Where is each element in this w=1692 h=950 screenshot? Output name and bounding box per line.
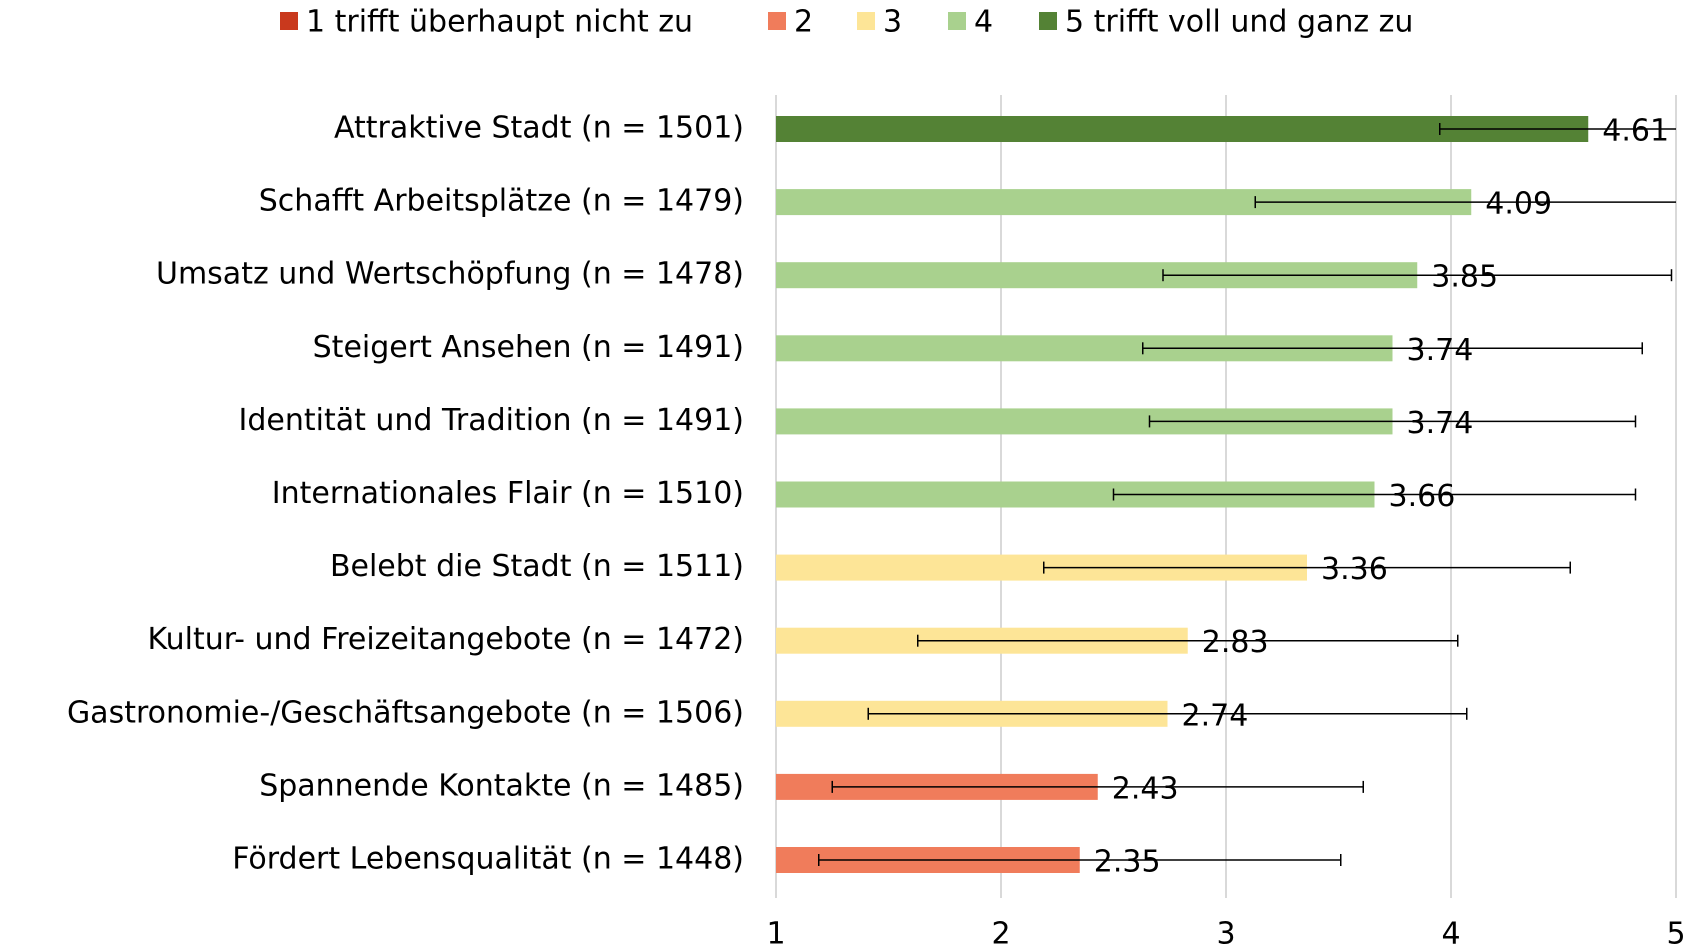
legend-label: 4 [974, 5, 993, 40]
data-label: 4.09 [1485, 187, 1552, 222]
y-tick-label: Kultur- und Freizeitangebote (n = 1472) [147, 622, 744, 657]
data-label: 3.66 [1389, 479, 1456, 514]
legend-label: 2 [794, 5, 813, 40]
legend-swatch [1039, 12, 1057, 30]
legend-swatch [768, 12, 786, 30]
y-tick-label: Fördert Lebensqualität (n = 1448) [232, 842, 744, 877]
data-label: 2.83 [1202, 625, 1269, 660]
data-label: 3.36 [1321, 552, 1388, 587]
legend-label: 5 trifft voll und ganz zu [1065, 5, 1413, 40]
y-tick-label: Umsatz und Wertschöpfung (n = 1478) [156, 257, 744, 292]
data-label: 4.61 [1602, 114, 1669, 149]
legend-swatch [857, 12, 875, 30]
y-tick-label: Internationales Flair (n = 1510) [272, 476, 744, 511]
legend-label: 3 [883, 5, 902, 40]
y-tick-label: Gastronomie-/Geschäftsangebote (n = 1506… [67, 695, 744, 730]
y-tick-label: Identität und Tradition (n = 1491) [238, 403, 744, 438]
data-label: 3.74 [1407, 406, 1474, 441]
y-tick-label: Attraktive Stadt (n = 1501) [334, 111, 744, 146]
legend-swatch [948, 12, 966, 30]
x-tick-label: 2 [991, 917, 1010, 950]
legend-swatch [280, 12, 298, 30]
data-label: 3.85 [1431, 260, 1498, 295]
legend-label: 1 trifft überhaupt nicht zu [306, 5, 693, 40]
y-tick-label: Schafft Arbeitsplätze (n = 1479) [259, 184, 744, 219]
x-tick-label: 5 [1666, 917, 1685, 950]
y-tick-label: Steigert Ansehen (n = 1491) [313, 330, 744, 365]
data-label: 2.43 [1112, 771, 1179, 806]
x-tick-label: 3 [1216, 917, 1235, 950]
y-tick-label: Belebt die Stadt (n = 1511) [330, 549, 744, 584]
x-tick-label: 4 [1441, 917, 1460, 950]
data-label: 2.35 [1094, 845, 1161, 880]
x-tick-label: 1 [766, 917, 785, 950]
data-label: 2.74 [1182, 698, 1249, 733]
y-tick-label: Spannende Kontakte (n = 1485) [259, 768, 744, 803]
data-label: 3.74 [1407, 333, 1474, 368]
